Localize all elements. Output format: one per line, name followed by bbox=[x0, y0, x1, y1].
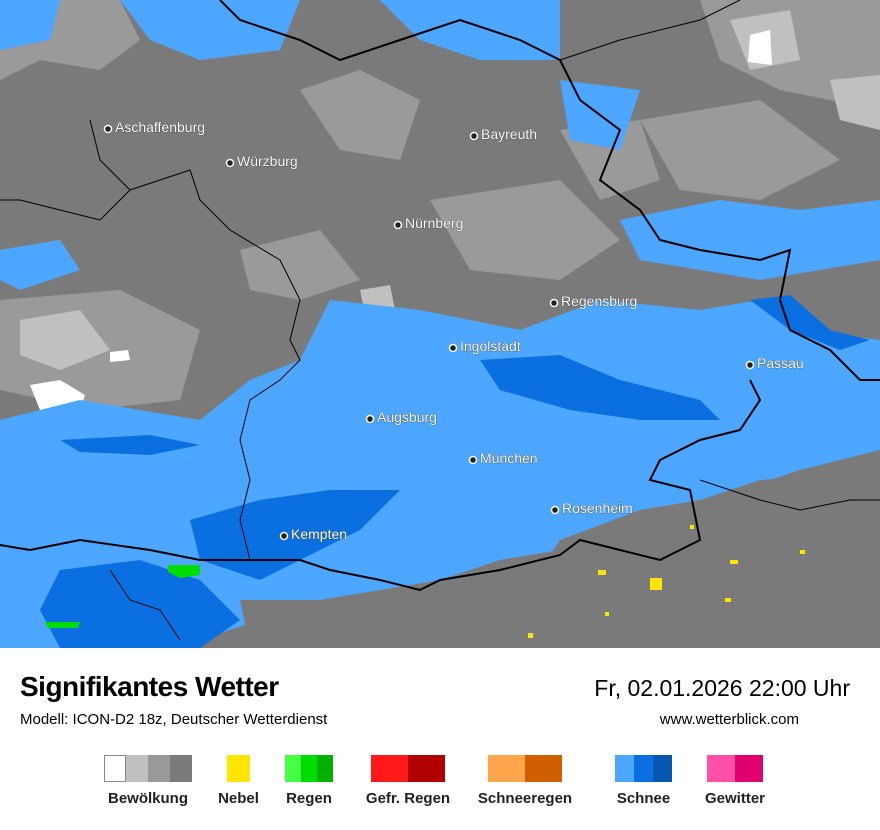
legend-swatches-2 bbox=[285, 755, 333, 782]
city-label: Würzburg bbox=[237, 153, 298, 169]
legend-label: Gewitter bbox=[704, 790, 766, 807]
city-dot-icon bbox=[745, 360, 755, 370]
legend-swatch bbox=[525, 755, 562, 782]
city-label: Aschaffenburg bbox=[115, 119, 205, 135]
legend-label: Bewölkung bbox=[107, 790, 189, 807]
city-dot-icon bbox=[448, 343, 458, 353]
city-label: Bayreuth bbox=[481, 126, 537, 142]
city-regensburg: Regensburg bbox=[549, 293, 638, 309]
city-label: Augsburg bbox=[377, 409, 437, 425]
model-info: Modell: ICON-D2 18z, Deutscher Wetterdie… bbox=[20, 711, 328, 728]
city-dot-icon bbox=[365, 414, 375, 424]
city-markers: Aschaffenburg Würzburg Bayreuth Nürnberg Reg… bbox=[103, 119, 804, 542]
heavy-snow-areas bbox=[40, 295, 870, 648]
legend-swatches-3 bbox=[371, 755, 445, 782]
city-würzburg: Würzburg bbox=[225, 153, 298, 169]
city-bayreuth: Bayreuth bbox=[469, 126, 537, 142]
city-nürnberg: Nürnberg bbox=[393, 215, 464, 231]
fog-areas bbox=[528, 525, 805, 638]
legend-swatch bbox=[104, 755, 126, 782]
city-aschaffenburg: Aschaffenburg bbox=[103, 119, 205, 135]
city-label: Passau bbox=[757, 355, 804, 371]
city-label: Nürnberg bbox=[405, 215, 463, 231]
legend-swatch bbox=[227, 755, 250, 782]
legend-swatch bbox=[735, 755, 763, 782]
legend-swatch bbox=[707, 755, 735, 782]
city-ingolstadt: Ingolstadt bbox=[448, 338, 521, 354]
city-dot-icon bbox=[393, 220, 403, 230]
city-rosenheim: Rosenheim bbox=[550, 500, 633, 516]
legend-swatches-5 bbox=[615, 755, 672, 782]
city-label: Rosenheim bbox=[562, 500, 633, 516]
legend-swatch bbox=[653, 755, 672, 782]
legend-swatch bbox=[371, 755, 408, 782]
city-dot-icon bbox=[468, 455, 478, 465]
city-passau: Passau bbox=[745, 355, 804, 371]
legend-swatches-1 bbox=[227, 755, 250, 782]
legend-swatches-0 bbox=[104, 755, 192, 782]
city-kempten: Kempten bbox=[279, 526, 347, 542]
city-label: Ingolstadt bbox=[460, 338, 521, 354]
city-dot-icon bbox=[550, 505, 560, 515]
city-dot-icon bbox=[103, 124, 113, 134]
alpine-cloud-areas bbox=[240, 470, 880, 648]
legend-swatch bbox=[634, 755, 653, 782]
city-label: München bbox=[480, 450, 538, 466]
legend-swatch bbox=[301, 755, 317, 782]
legend-swatch bbox=[148, 755, 170, 782]
legend-swatch bbox=[488, 755, 525, 782]
website-link[interactable]: www.wetterblick.com bbox=[659, 711, 799, 728]
city-dot-icon bbox=[225, 158, 235, 168]
legend-swatch bbox=[408, 755, 445, 782]
legend-label: Nebel bbox=[218, 790, 259, 807]
city-münchen: München bbox=[468, 450, 538, 466]
map-title: Signifikantes Wetter bbox=[20, 671, 279, 702]
city-label: Kempten bbox=[291, 526, 347, 542]
legend-swatch bbox=[615, 755, 634, 782]
city-dot-icon bbox=[469, 131, 479, 141]
legend-swatches-4 bbox=[488, 755, 562, 782]
rain-areas bbox=[45, 565, 200, 628]
borders bbox=[0, 0, 880, 641]
legend-swatch bbox=[285, 755, 301, 782]
city-dot-icon bbox=[549, 298, 559, 308]
city-dot-icon bbox=[279, 531, 289, 541]
city-label: Regensburg bbox=[561, 293, 637, 309]
forecast-datetime: Fr, 02.01.2026 22:00 Uhr bbox=[594, 675, 850, 701]
legend-swatch bbox=[126, 755, 148, 782]
city-augsburg: Augsburg bbox=[365, 409, 437, 425]
legend-label: Gefr. Regen bbox=[365, 790, 451, 807]
legend-swatch bbox=[317, 755, 333, 782]
legend-swatches-6 bbox=[707, 755, 763, 782]
legend-label: Schnee bbox=[616, 790, 671, 807]
legend-label: Regen bbox=[286, 790, 332, 807]
weather-map: Aschaffenburg Würzburg Bayreuth Nürnberg Reg… bbox=[0, 0, 880, 648]
legend-swatch bbox=[170, 755, 192, 782]
legend-label: Schneeregen bbox=[477, 790, 573, 807]
